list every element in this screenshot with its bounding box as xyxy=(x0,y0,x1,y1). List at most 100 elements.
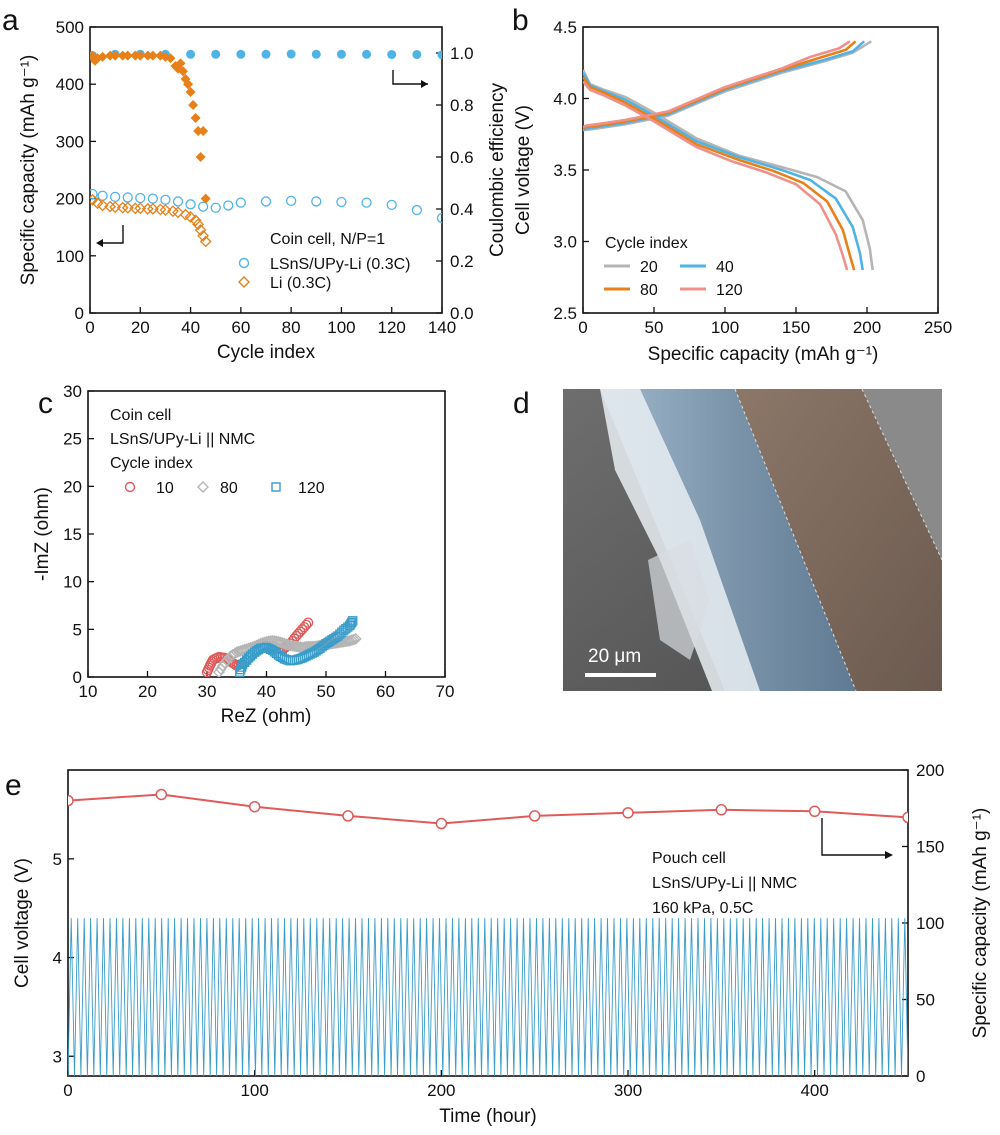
sem-cathode-layer xyxy=(735,389,942,691)
chart-c-legend-line-2: LSnS/UPy-Li || NMC xyxy=(110,431,255,448)
chart-c-point-s2-19-2 xyxy=(347,617,357,627)
chart-a-point-s1-9 xyxy=(311,49,321,59)
chart-a-point-s1-7 xyxy=(261,49,271,59)
chart-a-point-s0-7 xyxy=(172,196,184,207)
chart-e-capacity-point-0 xyxy=(68,794,74,807)
chart-c-xtick-label-3: 40 xyxy=(257,682,276,701)
chart-a-point-s2-4 xyxy=(109,201,122,214)
chart-c-legend-marker-120 xyxy=(271,482,281,492)
chart-e-arrowhead xyxy=(885,851,893,859)
chart-a-point-s0-6 xyxy=(160,194,171,205)
chart-a-point-s3-22 xyxy=(188,100,199,110)
chart-a-point-s0-18 xyxy=(386,199,397,211)
chart-a-point-s2-10 xyxy=(146,202,159,215)
chart-a-point-s0-14 xyxy=(285,195,297,207)
chart-c: 10 20 30 40 50 60 70 0 5 10 15 20 25 30 ReZ (ohm) -Im… xyxy=(32,382,454,727)
chart-c-point-s2-end xyxy=(348,616,358,626)
chart-c-point-s0-end xyxy=(302,617,314,628)
chart-a-point-s0-12 xyxy=(235,197,247,208)
chart-c-y-tick-label-2: 10 xyxy=(63,573,82,592)
chart-a-arrowhead-right xyxy=(421,80,428,88)
chart-b-y-tick-label-0: 2.5 xyxy=(553,304,577,323)
chart-c-legend-label-10: 10 xyxy=(156,480,174,497)
panel-label-a: a xyxy=(2,4,19,37)
chart-a-point-s0-11 xyxy=(223,200,234,211)
chart-a-y2-tick-label-0: 0.0 xyxy=(450,304,474,323)
chart-a-arrow-left xyxy=(98,225,124,244)
chart-e-capacity-point-7 xyxy=(715,804,728,816)
chart-b-xtick-label-2: 100 xyxy=(711,318,739,337)
chart-a-y-tick-label-2: 200 xyxy=(56,190,84,209)
chart-b-legend-label-120: 120 xyxy=(716,282,743,299)
chart-c-y-tick-label-1: 5 xyxy=(73,620,82,639)
chart-a-point-s0-10 xyxy=(210,202,221,213)
chart-a-point-s3-7 xyxy=(122,50,133,61)
chart-e-xtick-label-4: 400 xyxy=(800,1081,828,1100)
chart-c-legend-marker-10 xyxy=(124,481,136,493)
chart-e-xtick-label-0: 0 xyxy=(63,1081,72,1100)
chart-e-xtick-label-1: 100 xyxy=(240,1081,268,1100)
chart-a-point-s0-0 xyxy=(90,188,98,200)
chart-a-point-s3-4 xyxy=(105,50,116,61)
chart-e-xlabel: Time (hour) xyxy=(439,1106,536,1127)
chart-a-point-s0-16 xyxy=(336,196,347,208)
chart-a-point-s3-26 xyxy=(198,126,209,136)
chart-e-arrow xyxy=(821,818,888,856)
chart-a-ylabel: Specific capacity (mAh g⁻¹) xyxy=(18,55,39,286)
chart-a-point-s2-20 xyxy=(197,229,210,242)
chart-a-point-s3-23 xyxy=(190,113,201,123)
chart-a-arrow-right xyxy=(392,70,428,85)
chart-b: 0 50 100 150 200 250 2.5 3.0 3.5 4.0 4.5 Specific … xyxy=(513,18,952,365)
chart-a-point-s1-5 xyxy=(211,49,221,59)
chart-b-legend-title: Cycle index xyxy=(605,235,688,252)
chart-a-point-s0-3 xyxy=(122,192,133,203)
chart-a-xtick-label-6: 120 xyxy=(378,318,406,337)
chart-c-y-tick-label-6: 30 xyxy=(63,382,82,401)
chart-a-point-s3-20 xyxy=(183,79,194,90)
chart-a-y2-tick-label-2: 0.4 xyxy=(450,200,474,219)
chart-e-voltage-trace xyxy=(68,918,908,1076)
chart-e-ylabel: Cell voltage (V) xyxy=(12,858,33,988)
chart-a-point-s2-12 xyxy=(159,204,172,216)
chart-a-point-s0-13 xyxy=(260,196,272,207)
chart-b-xlabel: Specific capacity (mAh g⁻¹) xyxy=(648,344,879,365)
chart-c-point-s1-22-1 xyxy=(345,634,358,647)
chart-e-capacity-point-8 xyxy=(808,805,821,818)
chart-b-xtick-label-5: 250 xyxy=(924,318,952,337)
chart-a-point-s2-21 xyxy=(199,235,212,248)
chart-a-point-s1-14 xyxy=(437,50,442,60)
chart-a-xtick-label-2: 40 xyxy=(181,318,200,337)
chart-c-y-tick-label-5: 25 xyxy=(63,430,82,449)
chart-a-point-s1-10 xyxy=(336,49,346,59)
chart-b-y-tick-label-2: 3.5 xyxy=(553,161,577,180)
chart-a-point-s2-7 xyxy=(129,202,142,215)
chart-e-capacity-point-6 xyxy=(622,807,634,819)
chart-a-point-s3-24 xyxy=(193,126,204,136)
chart-b-curve-120-discharge xyxy=(583,80,849,271)
chart-b-ylabel: Cell voltage (V) xyxy=(513,105,534,235)
chart-b-xtick-label-0: 0 xyxy=(578,318,587,337)
chart-c-ylabel: -ImZ (ohm) xyxy=(32,487,53,581)
chart-c-point-s1-end xyxy=(349,632,362,645)
chart-a-point-s3-17 xyxy=(175,58,186,69)
chart-c-y-tick-label-0: 0 xyxy=(73,668,82,687)
chart-a-point-s3-6 xyxy=(117,50,128,61)
chart-b-xtick-label-3: 150 xyxy=(782,318,810,337)
chart-a-frame xyxy=(89,26,443,314)
chart-b-curve-120-charge xyxy=(583,40,851,129)
chart-b-legend-label-80: 80 xyxy=(640,282,658,299)
chart-a-point-s0-9 xyxy=(197,201,209,212)
panel-label-d: d xyxy=(513,387,530,420)
chart-a-xtick-label-4: 80 xyxy=(282,318,301,337)
chart-c-xtick-label-4: 50 xyxy=(317,682,336,701)
chart-a-point-s2-17 xyxy=(189,214,202,227)
chart-c-xtick-label-0: 10 xyxy=(79,682,98,701)
chart-a-point-s2-9 xyxy=(141,202,154,215)
chart-a-point-s2-0 xyxy=(90,193,99,206)
chart-a-y-tick-label-0: 0 xyxy=(75,304,84,323)
chart-a-point-s0-1 xyxy=(97,190,108,201)
chart-b-legend-label-40: 40 xyxy=(716,259,734,276)
chart-c-xtick-label-6: 70 xyxy=(436,682,455,701)
